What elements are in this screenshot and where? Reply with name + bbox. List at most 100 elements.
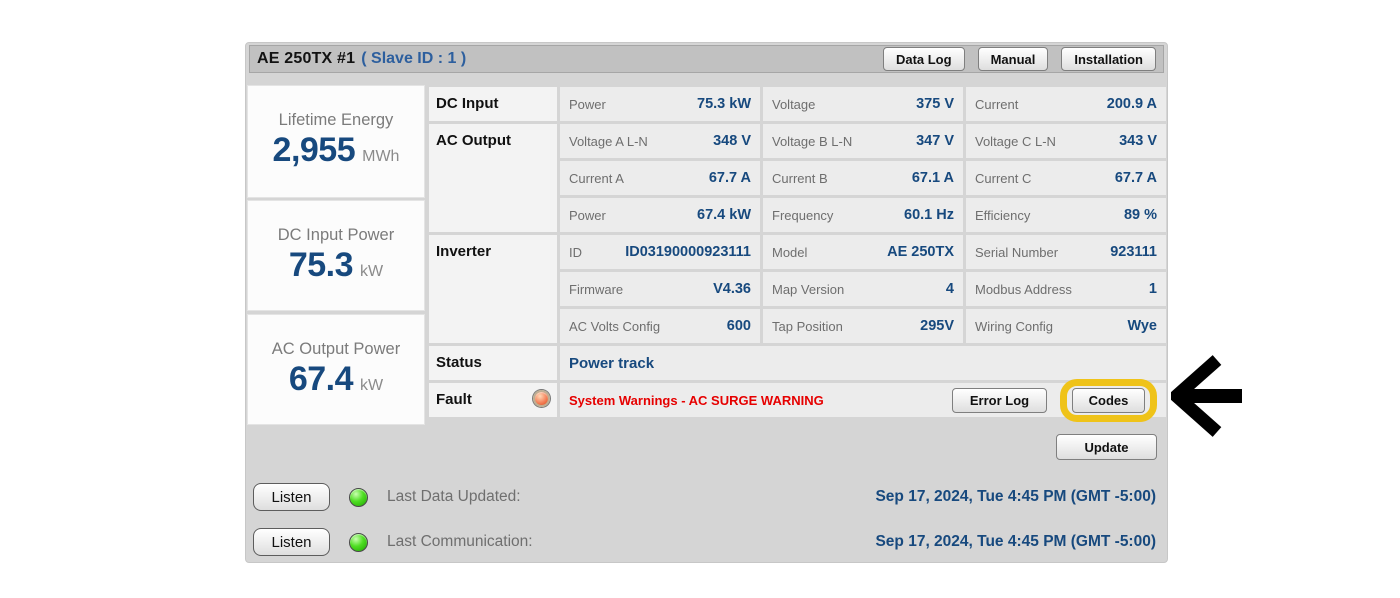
metric-label: Current B [772, 170, 828, 186]
metric-cell: Firmware V4.36 [560, 272, 760, 306]
metric-label: Voltage B L-N [772, 133, 853, 149]
metric-value: 89 % [1123, 207, 1157, 223]
last-data-updated-label: Last Data Updated: [387, 488, 521, 505]
metric-label: AC Volts Config [569, 318, 661, 334]
metric-cell: Model AE 250TX [763, 235, 963, 269]
metric-label: Power [569, 96, 606, 112]
card-label: AC Output Power [271, 340, 401, 358]
metric-label: Frequency [772, 207, 834, 223]
last-data-updated-timestamp: Sep 17, 2024, Tue 4:45 PM (GMT -5:00) [875, 488, 1156, 505]
amber-led-icon [533, 390, 550, 407]
metric-value: 295V [920, 318, 954, 334]
installation-button[interactable]: Installation [1061, 47, 1156, 71]
card-unit: kW [360, 377, 384, 394]
last-communication-label: Last Communication: [387, 533, 533, 550]
metric-value: 67.7 A [1114, 170, 1157, 186]
metric-cell: ID ID03190000923111 [560, 235, 760, 269]
metric-cell: Modbus Address 1 [966, 272, 1166, 306]
metric-label: Firmware [569, 281, 624, 297]
metric-value: 600 [726, 318, 751, 334]
metric-value: 347 V [916, 133, 954, 149]
manual-button[interactable]: Manual [977, 47, 1049, 71]
group-label: AC Output [429, 124, 557, 232]
last-data-updated-row: Listen Last Data Updated: Sep 17, 2024, … [253, 483, 1156, 511]
metric-value: 75.3 kW [697, 96, 751, 112]
fault-row-label: Fault [429, 383, 557, 417]
metric-label: Modbus Address [975, 281, 1072, 297]
metric-value: 1 [1148, 281, 1157, 297]
group-label: Inverter [429, 235, 557, 343]
ac-output-power-card: AC Output Power 67.4 kW [247, 314, 425, 425]
metric-value: 348 V [713, 133, 751, 149]
status-value: Power track [569, 354, 655, 372]
fault-cell: System Warnings - AC SURGE WARNING Error … [560, 378, 1166, 422]
fault-label-text: Fault [436, 391, 472, 408]
header-buttons: Data Log Manual Installation [882, 47, 1156, 71]
card-value: 67.4 [288, 360, 354, 398]
metric-cell: Current A 67.7 A [560, 161, 760, 195]
metric-value: 343 V [1119, 133, 1157, 149]
metric-value: 375 V [916, 96, 954, 112]
data-table: DC Input Power 75.3 kW Voltage 375 V Current 2… [429, 87, 1166, 422]
metric-cell: Wiring Config Wye [966, 309, 1166, 343]
metric-label: Model [772, 244, 808, 260]
card-value: 75.3 [288, 246, 354, 284]
metric-label: Voltage C L-N [975, 133, 1056, 149]
listen-button[interactable]: Listen [253, 528, 330, 556]
metric-label: Current C [975, 170, 1032, 186]
listen-button[interactable]: Listen [253, 483, 330, 511]
metric-value: AE 250TX [887, 244, 954, 260]
metric-label: Voltage A L-N [569, 133, 648, 149]
card-label: DC Input Power [277, 226, 395, 244]
metric-label: Tap Position [772, 318, 843, 334]
dc-input-power-card: DC Input Power 75.3 kW [247, 200, 425, 311]
card-unit: kW [360, 263, 384, 280]
metric-cell: Voltage C L-N 343 V [966, 124, 1166, 158]
metric-label: Serial Number [975, 244, 1059, 260]
metric-cell: AC Volts Config 600 [560, 309, 760, 343]
green-led-icon [349, 487, 368, 507]
metric-cell: Serial Number 923111 [966, 235, 1166, 269]
metric-label: Power [569, 207, 606, 223]
data-log-button[interactable]: Data Log [882, 47, 965, 71]
metric-value: 67.4 kW [697, 207, 751, 223]
metric-cell: Power 75.3 kW [560, 87, 760, 121]
metric-cell: Map Version 4 [763, 272, 963, 306]
codes-highlight-ring: Codes [1060, 378, 1157, 422]
update-button[interactable]: Update [1056, 434, 1157, 460]
metric-cell: Current 200.9 A [966, 87, 1166, 121]
metric-cell: Tap Position 295V [763, 309, 963, 343]
metric-cell: Current B 67.1 A [763, 161, 963, 195]
metric-cell: Voltage B L-N 347 V [763, 124, 963, 158]
last-communication-timestamp: Sep 17, 2024, Tue 4:45 PM (GMT -5:00) [875, 533, 1156, 550]
metric-cell: Current C 67.7 A [966, 161, 1166, 195]
metric-value: 200.9 A [1106, 96, 1157, 112]
error-log-button[interactable]: Error Log [952, 387, 1047, 413]
metric-label: Map Version [772, 281, 845, 297]
left-arrow-icon [1168, 352, 1249, 442]
panel-subtitle: ( Slave ID : 1 ) [361, 50, 467, 67]
metric-label: Current A [569, 170, 624, 186]
metric-cell: Frequency 60.1 Hz [763, 198, 963, 232]
metric-cell: Voltage 375 V [763, 87, 963, 121]
metric-value: 67.7 A [708, 170, 751, 186]
metric-value: Wye [1127, 318, 1157, 334]
metric-label: Wiring Config [975, 318, 1054, 334]
last-communication-row: Listen Last Communication: Sep 17, 2024,… [253, 528, 1156, 556]
panel-title: AE 250TX #1 [257, 50, 356, 67]
metric-value: 923111 [1110, 244, 1157, 260]
metric-label: Efficiency [975, 207, 1031, 223]
metric-label: ID [569, 244, 582, 260]
status-row-label: Status [429, 346, 557, 380]
card-label: Lifetime Energy [278, 111, 394, 129]
metric-cell: Power 67.4 kW [560, 198, 760, 232]
metric-value: 67.1 A [911, 170, 954, 186]
metric-label: Voltage [772, 96, 816, 112]
lifetime-energy-card: Lifetime Energy 2,955 MWh [247, 85, 425, 198]
card-unit: MWh [362, 148, 400, 165]
fault-message: System Warnings - AC SURGE WARNING [569, 392, 824, 408]
green-led-icon [349, 532, 368, 552]
metric-value: ID03190000923111 [625, 244, 751, 260]
codes-button[interactable]: Codes [1072, 387, 1145, 413]
